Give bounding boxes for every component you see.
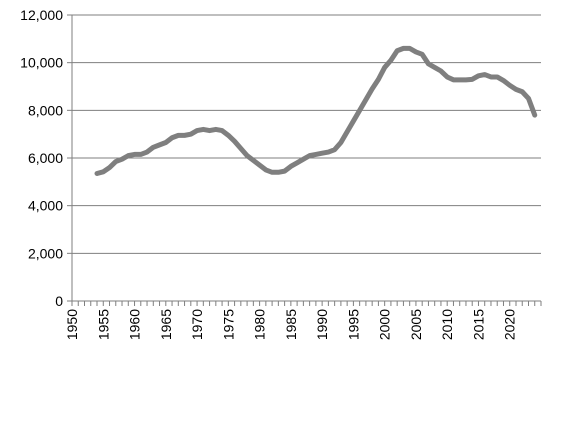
x-tick-label: 2010 [439,309,455,340]
x-tick-label: 2000 [377,309,393,340]
x-tick-label: 1985 [283,309,299,340]
y-tick-label: 12,000 [20,7,63,23]
x-tick-label: 1950 [64,309,80,340]
x-tick-label: 2005 [408,309,424,340]
x-axis-tick-labels: 1950 1955 1960 1965 1970 1975 1980 1985 1990 1995… [64,309,518,340]
y-tick-label: 4,000 [28,198,63,214]
y-tick-label: 8,000 [28,102,63,118]
y-tick-label: 0 [55,293,63,309]
x-tick-label: 1960 [127,309,143,340]
y-tick-label: 6,000 [28,150,63,166]
series-layer [94,45,538,176]
x-tick-label: 2020 [502,309,518,340]
x-tick-label: 1990 [314,309,330,340]
axes [67,14,542,306]
x-tick-label: 1965 [158,309,174,340]
x-tick-label: 1980 [252,309,268,340]
y-axis-tick-labels: 0 2,000 4,000 6,000 8,000 10,000 12,000 [20,7,63,309]
y-tick-label: 10,000 [20,55,63,71]
x-tick-label: 2015 [470,309,486,340]
series-line-0 [94,45,538,176]
grid-lines [72,14,541,254]
x-tick-label: 1975 [220,309,236,340]
x-tick-label: 1955 [95,309,111,340]
x-tick-label: 1970 [189,309,205,340]
y-tick-label: 2,000 [28,245,63,261]
x-tick-label: 1995 [345,309,361,340]
